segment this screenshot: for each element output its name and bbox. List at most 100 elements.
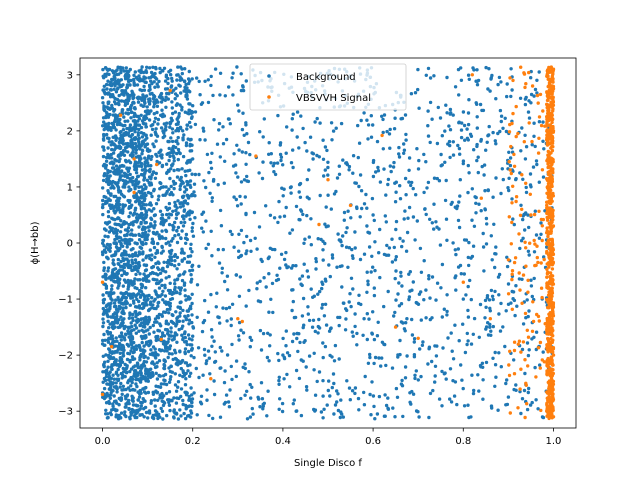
background-point: [479, 137, 483, 142]
background-point: [207, 170, 211, 175]
background-point: [140, 348, 144, 352]
background-point: [119, 241, 123, 246]
background-point: [239, 396, 243, 401]
background-point: [142, 183, 147, 187]
background-point: [173, 259, 177, 263]
background-point: [398, 184, 402, 188]
signal-point: [550, 226, 554, 230]
background-point: [137, 250, 141, 254]
background-point: [140, 252, 145, 256]
background-point: [201, 230, 205, 234]
background-point: [476, 373, 480, 377]
background-point: [127, 316, 131, 320]
background-point: [185, 193, 189, 197]
signal-point: [548, 245, 553, 249]
background-point: [172, 168, 176, 173]
background-point: [402, 151, 406, 155]
background-point: [451, 241, 455, 245]
background-point: [541, 120, 545, 124]
background-point: [335, 176, 340, 180]
background-point: [301, 359, 305, 363]
background-point: [173, 331, 177, 335]
background-point: [248, 152, 252, 157]
background-point: [119, 130, 123, 134]
background-point: [470, 373, 474, 377]
background-point: [181, 204, 185, 208]
background-point: [111, 179, 115, 184]
background-point: [386, 177, 391, 182]
background-point: [237, 294, 242, 298]
background-point: [143, 221, 147, 225]
background-point: [509, 301, 513, 305]
background-point: [126, 386, 131, 390]
background-point: [243, 362, 247, 366]
background-point: [184, 232, 189, 237]
background-point: [170, 139, 175, 144]
background-point: [532, 121, 536, 125]
background-point: [118, 385, 122, 389]
background-point: [177, 286, 181, 290]
signal-point: [531, 319, 536, 324]
signal-point: [519, 65, 523, 69]
background-point: [134, 151, 138, 155]
background-point: [242, 133, 246, 137]
background-point: [458, 178, 462, 182]
background-point: [407, 156, 412, 160]
background-point: [370, 254, 374, 258]
background-point: [141, 301, 145, 306]
background-point: [128, 172, 132, 177]
background-point: [483, 207, 487, 211]
background-point: [209, 292, 213, 297]
background-point: [239, 72, 243, 76]
background-point: [232, 245, 236, 249]
background-point: [115, 68, 119, 72]
background-point: [134, 171, 139, 175]
background-point: [399, 274, 403, 278]
background-point: [104, 74, 108, 78]
background-point: [481, 245, 486, 249]
background-point: [121, 346, 126, 350]
background-point: [412, 337, 417, 341]
background-point: [489, 288, 494, 293]
background-point: [526, 249, 531, 253]
background-point: [139, 164, 144, 169]
background-point: [130, 142, 134, 146]
background-point: [372, 404, 376, 409]
background-point: [124, 397, 128, 401]
background-point: [112, 291, 116, 295]
background-point: [135, 297, 139, 301]
background-point: [482, 269, 486, 273]
background-point: [464, 293, 468, 297]
background-point: [152, 416, 156, 421]
background-point: [205, 388, 209, 392]
background-point: [467, 77, 471, 82]
signal-point: [507, 373, 512, 378]
signal-point: [530, 329, 535, 333]
background-point: [153, 317, 158, 321]
background-point: [245, 179, 249, 183]
background-point: [231, 164, 236, 168]
background-point: [358, 173, 363, 177]
background-point: [116, 295, 120, 300]
background-point: [179, 201, 183, 205]
background-point: [237, 232, 241, 236]
background-point: [122, 69, 126, 73]
background-point: [422, 259, 426, 263]
background-point: [428, 100, 433, 105]
signal-point: [550, 251, 554, 255]
background-point: [493, 363, 498, 367]
background-point: [366, 282, 370, 287]
background-point: [126, 77, 130, 81]
background-point: [103, 172, 107, 177]
background-point: [332, 359, 337, 363]
background-point: [142, 100, 147, 104]
background-point: [371, 123, 375, 127]
background-point: [221, 142, 226, 146]
background-point: [475, 83, 480, 87]
background-point: [110, 166, 115, 170]
background-point: [185, 260, 190, 264]
signal-point: [514, 104, 518, 109]
background-point: [518, 389, 522, 394]
background-point: [451, 357, 456, 361]
background-point: [289, 191, 293, 195]
